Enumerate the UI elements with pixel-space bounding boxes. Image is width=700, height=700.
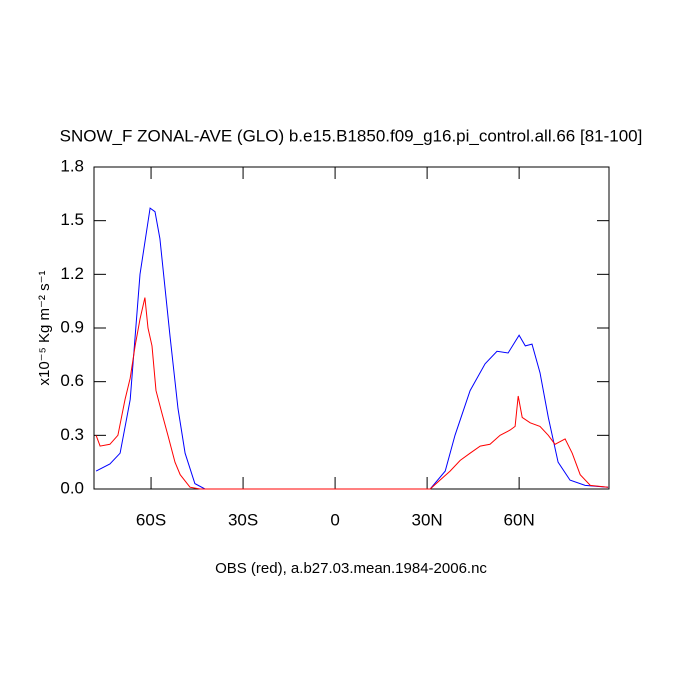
y-tick-label: 1.2 [60,264,84,283]
x-tick-label: 30N [412,510,443,529]
y-axis-label: x10⁻⁵ Kg m⁻² s⁻¹ [36,271,53,386]
y-tick-label: 0.3 [60,425,84,444]
series-line [95,297,609,490]
y-tick-label: 0.6 [60,371,84,390]
x-tick-label: 0 [330,510,339,529]
chart-title: SNOW_F ZONAL-AVE (GLO) b.e15.B1850.f09_g… [60,126,643,145]
x-tick-label: 60S [136,510,166,529]
y-tick-label: 0.0 [60,478,84,497]
x-tick-label: 60N [504,510,535,529]
y-tick-label: 0.9 [60,317,84,336]
x-axis-label: OBS (red), a.b27.03.mean.1984-2006.nc [215,560,487,577]
y-tick-label: 1.5 [60,210,84,229]
x-tick-label: 30S [228,510,258,529]
y-tick-label: 1.8 [60,156,84,175]
series-line [95,207,609,490]
